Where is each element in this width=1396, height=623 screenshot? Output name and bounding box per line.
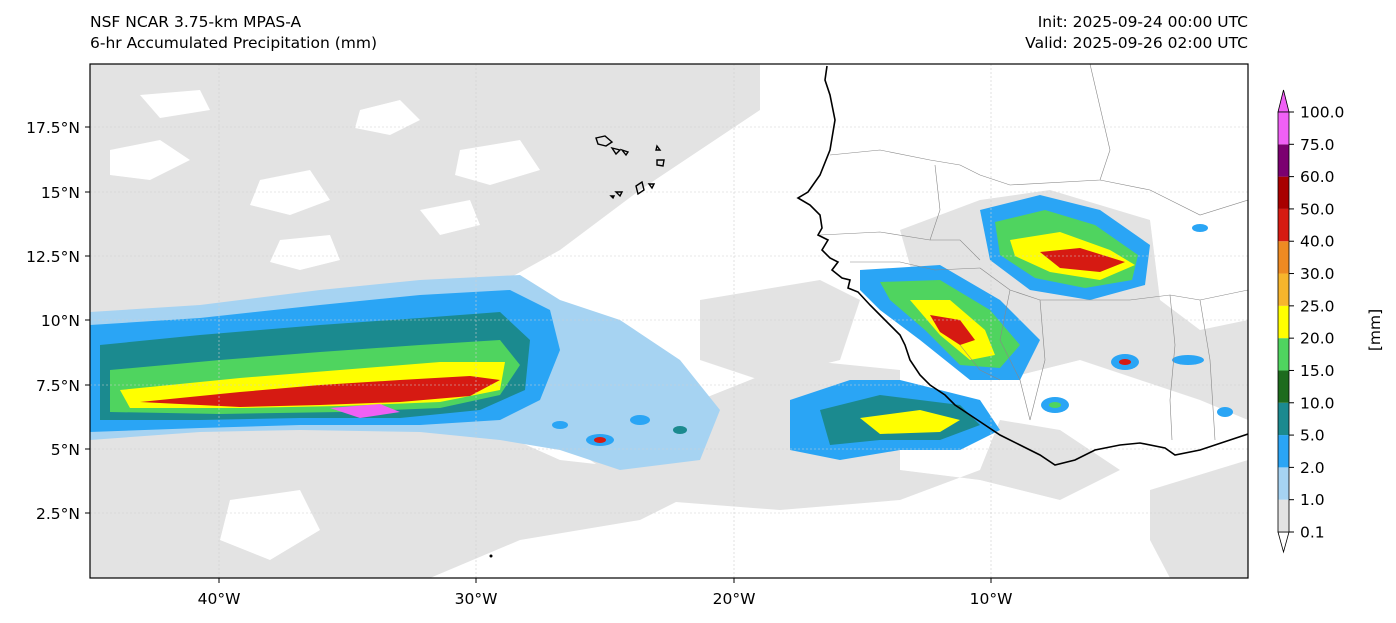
precip-field — [90, 64, 1248, 578]
colorbar-unit-label: [mm] — [1366, 309, 1384, 351]
colorbar-segment — [1278, 112, 1289, 145]
lat-tick-label: 10°N — [41, 312, 80, 330]
colorbar-segment — [1278, 241, 1289, 274]
lat-tick-labels: 2.5°N 5°N 7.5°N 10°N 12.5°N 15°N 17.5°N — [26, 119, 80, 523]
colorbar-tick-label: 20.0 — [1300, 330, 1335, 348]
graticule — [90, 64, 1248, 578]
axis-ticks — [85, 126, 992, 583]
guinea-rain-red — [930, 315, 975, 345]
colorbar-tick-label: 75.0 — [1300, 136, 1335, 154]
lon-tick-label: 30°W — [455, 590, 498, 608]
scattered-cells-ocean — [552, 415, 687, 446]
colorbar-segment — [1278, 176, 1289, 209]
lon-tick-label: 20°W — [713, 590, 756, 608]
lat-tick-label: 15°N — [41, 184, 80, 202]
colorbar-frame — [1277, 111, 1290, 533]
init-time: Init: 2025-09-24 00:00 UTC — [1037, 13, 1248, 31]
model-title: NSF NCAR 3.75-km MPAS-A — [90, 13, 302, 31]
colorbar-tick-label: 10.0 — [1300, 394, 1335, 412]
colorbar-tick-label: 0.1 — [1300, 524, 1325, 542]
band-magenta — [330, 404, 400, 418]
colorbar-tick-label: 2.0 — [1300, 459, 1325, 477]
cape-verde-islands — [595, 135, 665, 200]
colorbar-tick-label: 5.0 — [1300, 427, 1325, 445]
scattered-cells-land — [1041, 224, 1233, 417]
band-red — [140, 376, 500, 407]
colorbar-segment — [1278, 435, 1289, 468]
mali-rain-red — [1040, 248, 1125, 272]
lat-tick-label: 17.5°N — [26, 119, 80, 137]
colorbar-segment — [1278, 273, 1289, 306]
colorbar-segment — [1278, 467, 1289, 500]
colorbar-segment — [1278, 144, 1289, 177]
colorbar-segment — [1278, 208, 1289, 242]
colorbar-tick-label: 30.0 — [1300, 265, 1335, 283]
colorbar-segment — [1278, 305, 1289, 339]
valid-time: Valid: 2025-09-26 02:00 UTC — [1025, 34, 1248, 52]
lat-tick-label: 12.5°N — [26, 248, 80, 266]
colorbar-extend-min — [1277, 531, 1290, 554]
colorbar: 0.1 1.0 2.0 5.0 10.0 15.0 20.0 25.0 30.0 40.0 50.0… — [1277, 89, 1344, 554]
colorbar-tick-label: 40.0 — [1300, 233, 1335, 251]
island-dot — [489, 554, 493, 558]
lat-tick-label: 5°N — [51, 441, 80, 459]
colorbar-segment — [1278, 499, 1289, 532]
colorbar-tick-label: 1.0 — [1300, 491, 1325, 509]
field-title: 6-hr Accumulated Precipitation (mm) — [90, 34, 377, 52]
colorbar-tick-label: 50.0 — [1300, 200, 1335, 218]
dry-patches — [110, 90, 540, 560]
colorbar-tick-label: 60.0 — [1300, 168, 1335, 186]
colorbar-tick-label: 100.0 — [1300, 104, 1344, 122]
colorbar-tick-label: 15.0 — [1300, 362, 1335, 380]
colorbar-tick-label: 25.0 — [1300, 297, 1335, 315]
colorbar-segment — [1278, 370, 1289, 403]
country-borders — [819, 64, 1248, 441]
lon-tick-label: 40°W — [198, 590, 241, 608]
west-africa-coastline — [796, 65, 1248, 466]
lon-tick-label: 10°W — [970, 590, 1013, 608]
lon-tick-labels: 40°W 30°W 20°W 10°W — [198, 590, 1013, 608]
colorbar-segment — [1278, 402, 1289, 436]
lat-tick-label: 7.5°N — [36, 377, 80, 395]
coastal-rain-yellow — [860, 410, 960, 434]
header-right: Init: 2025-09-24 00:00 UTC Valid: 2025-0… — [1025, 12, 1248, 54]
header-left: NSF NCAR 3.75-km MPAS-A 6-hr Accumulated… — [90, 12, 377, 54]
colorbar-segment — [1278, 338, 1289, 371]
map-frame — [89, 63, 1249, 579]
lat-tick-label: 2.5°N — [36, 505, 80, 523]
colorbar-extend-max — [1277, 89, 1290, 113]
